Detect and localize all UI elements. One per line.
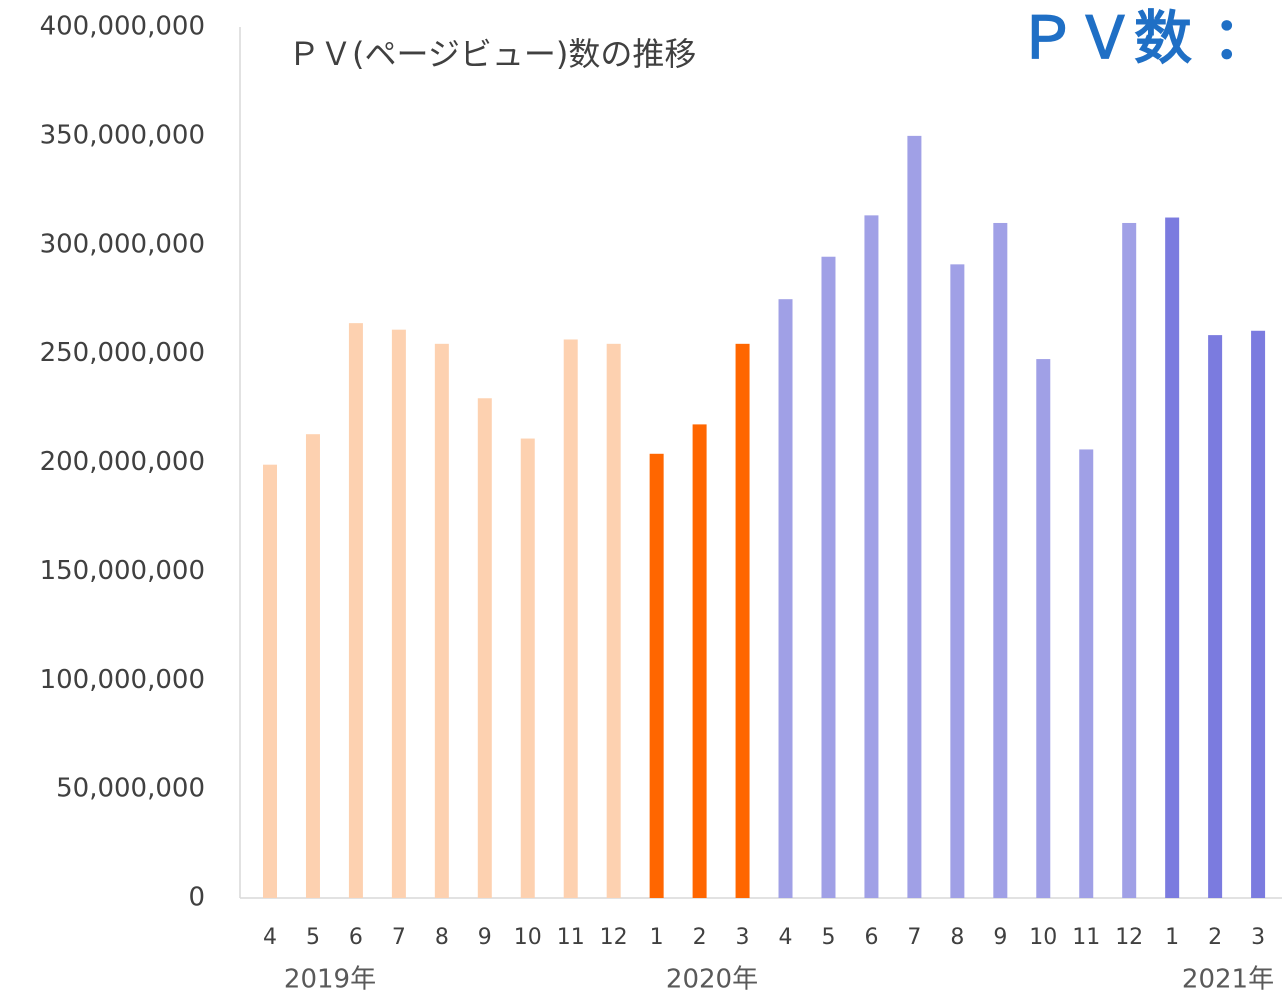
bar bbox=[434, 343, 449, 898]
x-tick-label: 1 bbox=[650, 925, 664, 950]
y-tick-label: 200,000,000 bbox=[40, 447, 205, 477]
x-tick-label: 1 bbox=[1165, 925, 1179, 950]
x-tick-label: 7 bbox=[392, 925, 406, 950]
bar bbox=[1251, 330, 1266, 899]
bar bbox=[563, 339, 578, 898]
x-tick-label: 6 bbox=[864, 925, 878, 950]
y-tick-label: 350,000,000 bbox=[40, 120, 205, 150]
year-label: 2019年 bbox=[284, 965, 376, 995]
y-tick-label: 400,000,000 bbox=[40, 12, 205, 42]
x-tick-label: 5 bbox=[821, 925, 835, 950]
bar bbox=[1122, 222, 1137, 899]
bar bbox=[477, 398, 492, 898]
x-tick-label: 7 bbox=[907, 925, 921, 950]
bar bbox=[950, 264, 965, 898]
bar bbox=[778, 299, 793, 898]
x-tick-label: 8 bbox=[435, 925, 449, 950]
bar bbox=[305, 434, 320, 898]
bar bbox=[692, 424, 707, 898]
y-tick-label: 0 bbox=[188, 883, 205, 913]
bar bbox=[907, 135, 922, 898]
x-tick-label: 3 bbox=[1251, 925, 1265, 950]
x-tick-label: 12 bbox=[1115, 925, 1143, 950]
x-tick-label: 2 bbox=[693, 925, 707, 950]
bar bbox=[1208, 335, 1223, 899]
x-tick-label: 10 bbox=[1029, 925, 1057, 950]
bar bbox=[606, 343, 621, 898]
bar bbox=[520, 438, 535, 898]
y-tick-label: 150,000,000 bbox=[40, 556, 205, 586]
bar bbox=[735, 343, 750, 898]
bar bbox=[993, 222, 1008, 899]
heading: ＰＶ数 ： bbox=[1018, 4, 1270, 72]
bar bbox=[1079, 449, 1094, 898]
chart-title: ＰＶ(ページビュー)数の推移 bbox=[288, 35, 696, 73]
y-tick-label: 250,000,000 bbox=[40, 338, 205, 368]
x-tick-label: 4 bbox=[779, 925, 793, 950]
y-tick-label: 300,000,000 bbox=[40, 229, 205, 259]
x-tick-label: 3 bbox=[736, 925, 750, 950]
x-tick-label: 2 bbox=[1208, 925, 1222, 950]
bar bbox=[391, 329, 406, 898]
x-tick-label: 8 bbox=[950, 925, 964, 950]
y-tick-label: 50,000,000 bbox=[56, 774, 205, 804]
x-tick-label: 10 bbox=[514, 925, 542, 950]
x-tick-label: 12 bbox=[600, 925, 628, 950]
x-tick-label: 5 bbox=[306, 925, 320, 950]
year-label: 2021年 bbox=[1182, 965, 1274, 995]
year-label: 2020年 bbox=[666, 965, 758, 995]
x-tick-label: 4 bbox=[263, 925, 277, 950]
bar bbox=[348, 323, 363, 898]
bar bbox=[821, 256, 836, 898]
x-tick-label: 11 bbox=[557, 925, 585, 950]
bar bbox=[649, 453, 664, 898]
bar bbox=[1165, 217, 1180, 898]
bar bbox=[1036, 359, 1051, 899]
bar bbox=[864, 215, 879, 898]
bar bbox=[263, 464, 277, 898]
x-tick-label: 9 bbox=[993, 925, 1007, 950]
x-tick-label: 6 bbox=[349, 925, 363, 950]
x-tick-label: 9 bbox=[478, 925, 492, 950]
y-tick-label: 100,000,000 bbox=[40, 665, 205, 695]
x-tick-label: 11 bbox=[1072, 925, 1100, 950]
